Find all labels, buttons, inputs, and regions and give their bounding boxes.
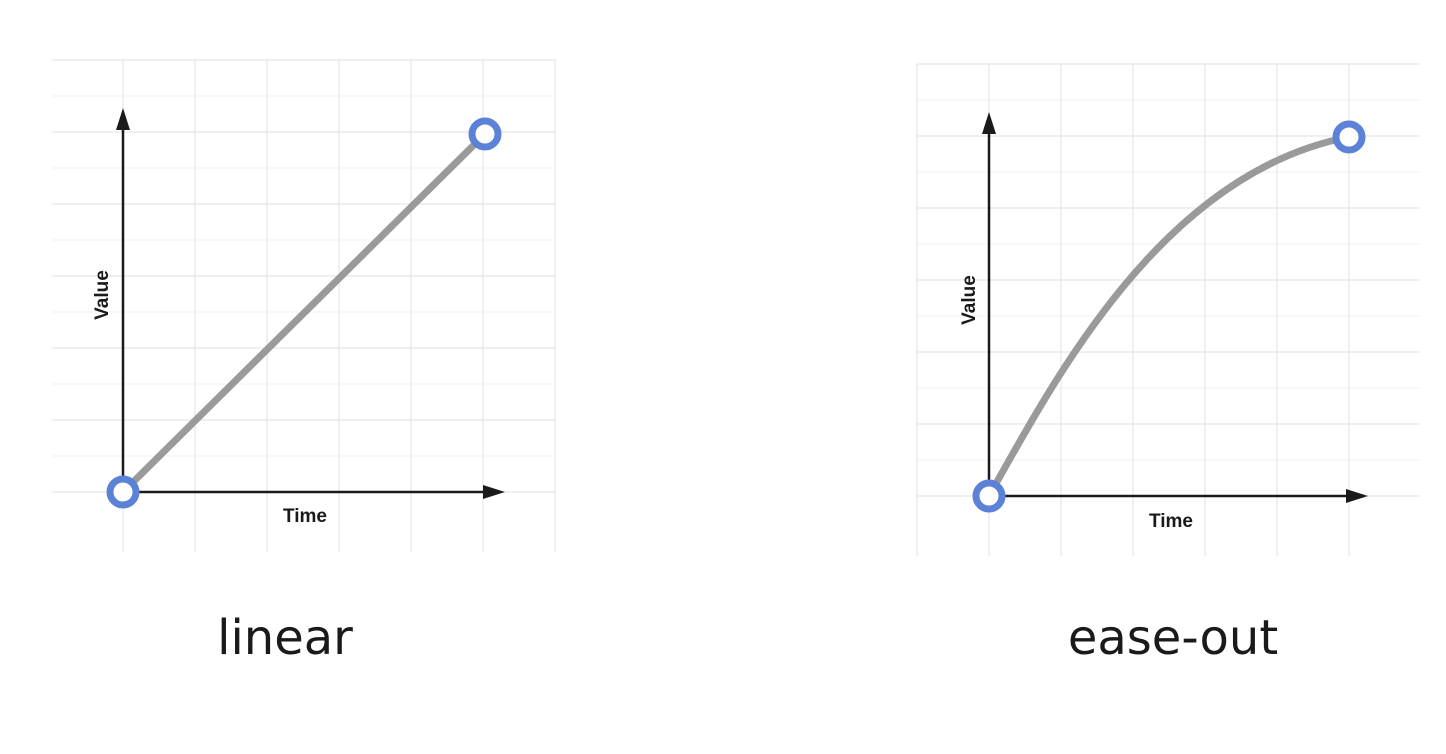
start-point (972, 479, 1006, 513)
x-axis-arrow (483, 485, 505, 499)
linear-label: linear (217, 610, 353, 666)
end-point (468, 117, 502, 151)
start-point (106, 475, 140, 509)
ease-out-easing-diagram: Time Value (916, 63, 1420, 556)
y-axis-label: Value (959, 275, 980, 325)
y-axis-label: Value (92, 270, 113, 320)
ease-out-label: ease-out (1067, 610, 1279, 666)
end-point (1332, 120, 1366, 154)
axes (982, 112, 1368, 503)
ease-out-curve (985, 133, 1353, 500)
linear-curve (119, 130, 489, 496)
x-axis-arrow (1346, 489, 1368, 503)
axes (116, 108, 505, 499)
linear-easing-diagram: Time Value (52, 59, 556, 552)
linear-easing-panel: Time Value linear (52, 59, 556, 666)
x-axis-label: Time (283, 506, 327, 527)
ease-out-easing-panel: Time Value ease-out (723, 0, 1446, 754)
y-axis-arrow (982, 112, 996, 134)
x-axis-label: Time (1149, 511, 1193, 532)
y-axis-arrow (116, 108, 130, 130)
